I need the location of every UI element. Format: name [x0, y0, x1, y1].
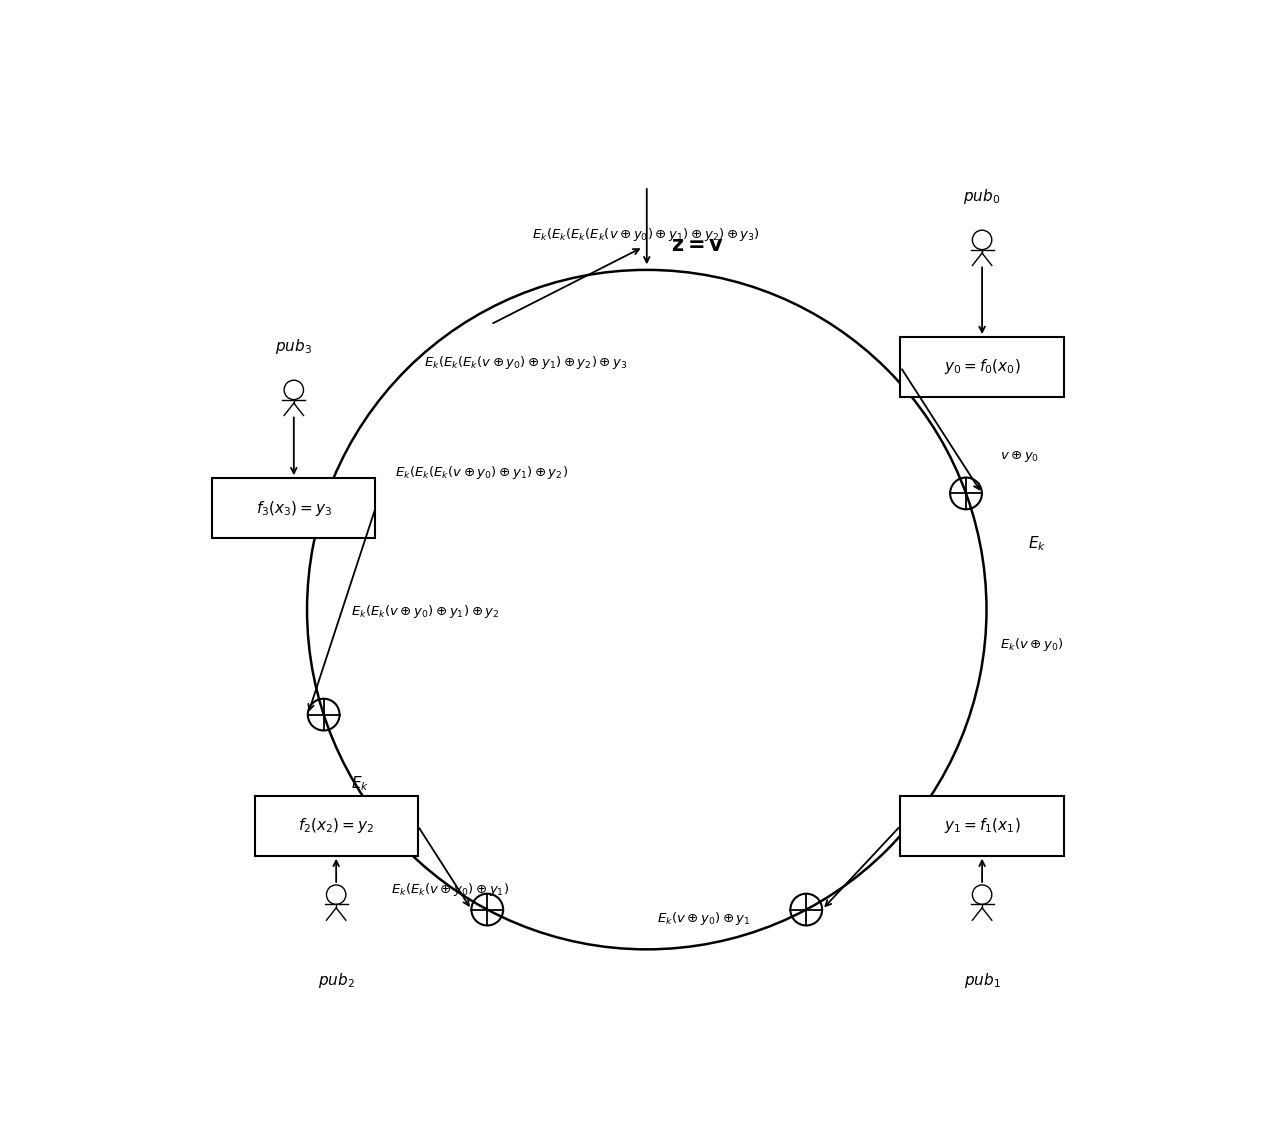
- Text: $E_k$: $E_k$: [351, 774, 370, 793]
- Text: $E_k(E_k(E_k(v \oplus y_0) \oplus y_1) \oplus y_2)$: $E_k(E_k(E_k(v \oplus y_0) \oplus y_1) \…: [395, 464, 568, 481]
- Text: $pub_0$: $pub_0$: [963, 187, 1001, 206]
- FancyBboxPatch shape: [901, 795, 1064, 856]
- Text: $E_k(v \oplus y_0)$: $E_k(v \oplus y_0)$: [1000, 636, 1063, 653]
- Text: $v \oplus y_0$: $v \oplus y_0$: [1000, 449, 1039, 464]
- Text: $y_1 = f_1(x_1)$: $y_1 = f_1(x_1)$: [944, 816, 1021, 835]
- Text: $E_k$: $E_k$: [324, 517, 342, 535]
- Text: $pub_2$: $pub_2$: [318, 972, 355, 990]
- Text: $pub_3$: $pub_3$: [275, 337, 312, 356]
- FancyBboxPatch shape: [901, 337, 1064, 397]
- Text: $pub_1$: $pub_1$: [964, 972, 1001, 990]
- Text: $y_0 = f_0(x_0)$: $y_0 = f_0(x_0)$: [944, 358, 1021, 376]
- Text: $E_k$: $E_k$: [1029, 534, 1046, 552]
- Text: $f_3(x_3) = y_3$: $f_3(x_3) = y_3$: [256, 499, 332, 518]
- FancyBboxPatch shape: [255, 795, 418, 856]
- Text: $f_2(x_2) = y_2$: $f_2(x_2) = y_2$: [298, 816, 375, 835]
- Text: $E_k(v \oplus y_0) \oplus y_1$: $E_k(v \oplus y_0) \oplus y_1$: [658, 910, 751, 927]
- FancyBboxPatch shape: [212, 478, 375, 539]
- Text: $E_k(E_k(E_k(v \oplus y_0) \oplus y_1) \oplus y_2) \oplus y_3$: $E_k(E_k(E_k(v \oplus y_0) \oplus y_1) \…: [424, 354, 627, 371]
- Text: $E_k(E_k(v \oplus y_0) \oplus y_1)$: $E_k(E_k(v \oplus y_0) \oplus y_1)$: [391, 881, 509, 897]
- Text: $E_k(E_k(E_k(E_k(v \oplus y_0) \oplus y_1) \oplus y_2) \oplus y_3)$: $E_k(E_k(E_k(E_k(v \oplus y_0) \oplus y_…: [533, 226, 760, 243]
- Text: $\mathbf{z = v}$: $\mathbf{z = v}$: [671, 235, 724, 256]
- Text: $E_k(E_k(v \oplus y_0) \oplus y_1) \oplus y_2$: $E_k(E_k(v \oplus y_0) \oplus y_1) \oplu…: [351, 603, 500, 620]
